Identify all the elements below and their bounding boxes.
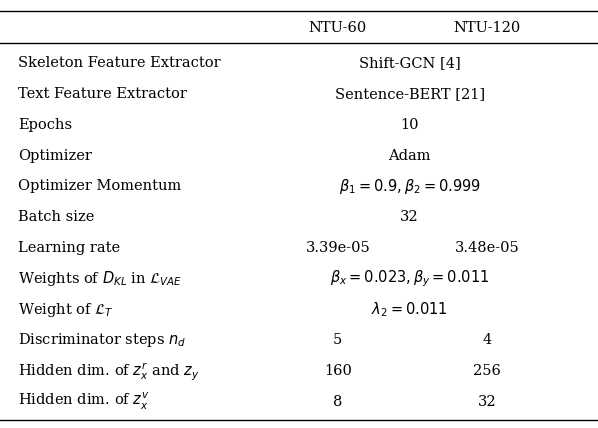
- Text: Skeleton Feature Extractor: Skeleton Feature Extractor: [18, 56, 221, 70]
- Text: Shift-GCN [4]: Shift-GCN [4]: [359, 56, 460, 70]
- Text: Optimizer: Optimizer: [18, 149, 92, 163]
- Text: Learning rate: Learning rate: [18, 241, 120, 255]
- Text: $\lambda_2 = 0.011$: $\lambda_2 = 0.011$: [371, 300, 448, 319]
- Text: Hidden dim. of $z_x^r$ and $z_y$: Hidden dim. of $z_x^r$ and $z_y$: [18, 360, 200, 382]
- Text: 4: 4: [483, 333, 492, 348]
- Text: $\beta_x = 0.023, \beta_y = 0.011$: $\beta_x = 0.023, \beta_y = 0.011$: [330, 268, 489, 289]
- Text: 32: 32: [478, 395, 497, 409]
- Text: 256: 256: [474, 364, 501, 378]
- Text: Discriminator steps $n_d$: Discriminator steps $n_d$: [18, 331, 186, 349]
- Text: Optimizer Momentum: Optimizer Momentum: [18, 179, 181, 193]
- Text: 8: 8: [333, 395, 343, 409]
- Text: 5: 5: [333, 333, 343, 348]
- Text: 3.48e-05: 3.48e-05: [455, 241, 520, 255]
- Text: Adam: Adam: [388, 149, 431, 163]
- Text: Epochs: Epochs: [18, 118, 72, 132]
- Text: 160: 160: [324, 364, 352, 378]
- Text: Sentence-BERT [21]: Sentence-BERT [21]: [334, 87, 485, 101]
- Text: NTU-60: NTU-60: [309, 21, 367, 35]
- Text: Weight of $\mathcal{L}_T$: Weight of $\mathcal{L}_T$: [18, 300, 114, 318]
- Text: Hidden dim. of $z_x^v$: Hidden dim. of $z_x^v$: [18, 391, 150, 413]
- Text: NTU-120: NTU-120: [454, 21, 521, 35]
- Text: Text Feature Extractor: Text Feature Extractor: [18, 87, 187, 101]
- Text: Batch size: Batch size: [18, 210, 94, 224]
- Text: Weights of $D_{KL}$ in $\mathcal{L}_{VAE}$: Weights of $D_{KL}$ in $\mathcal{L}_{VAE…: [18, 269, 182, 288]
- Text: $\beta_1 = 0.9, \beta_2 = 0.999$: $\beta_1 = 0.9, \beta_2 = 0.999$: [338, 177, 481, 196]
- Text: 3.39e-05: 3.39e-05: [306, 241, 370, 255]
- Text: 10: 10: [401, 118, 419, 132]
- Text: 32: 32: [400, 210, 419, 224]
